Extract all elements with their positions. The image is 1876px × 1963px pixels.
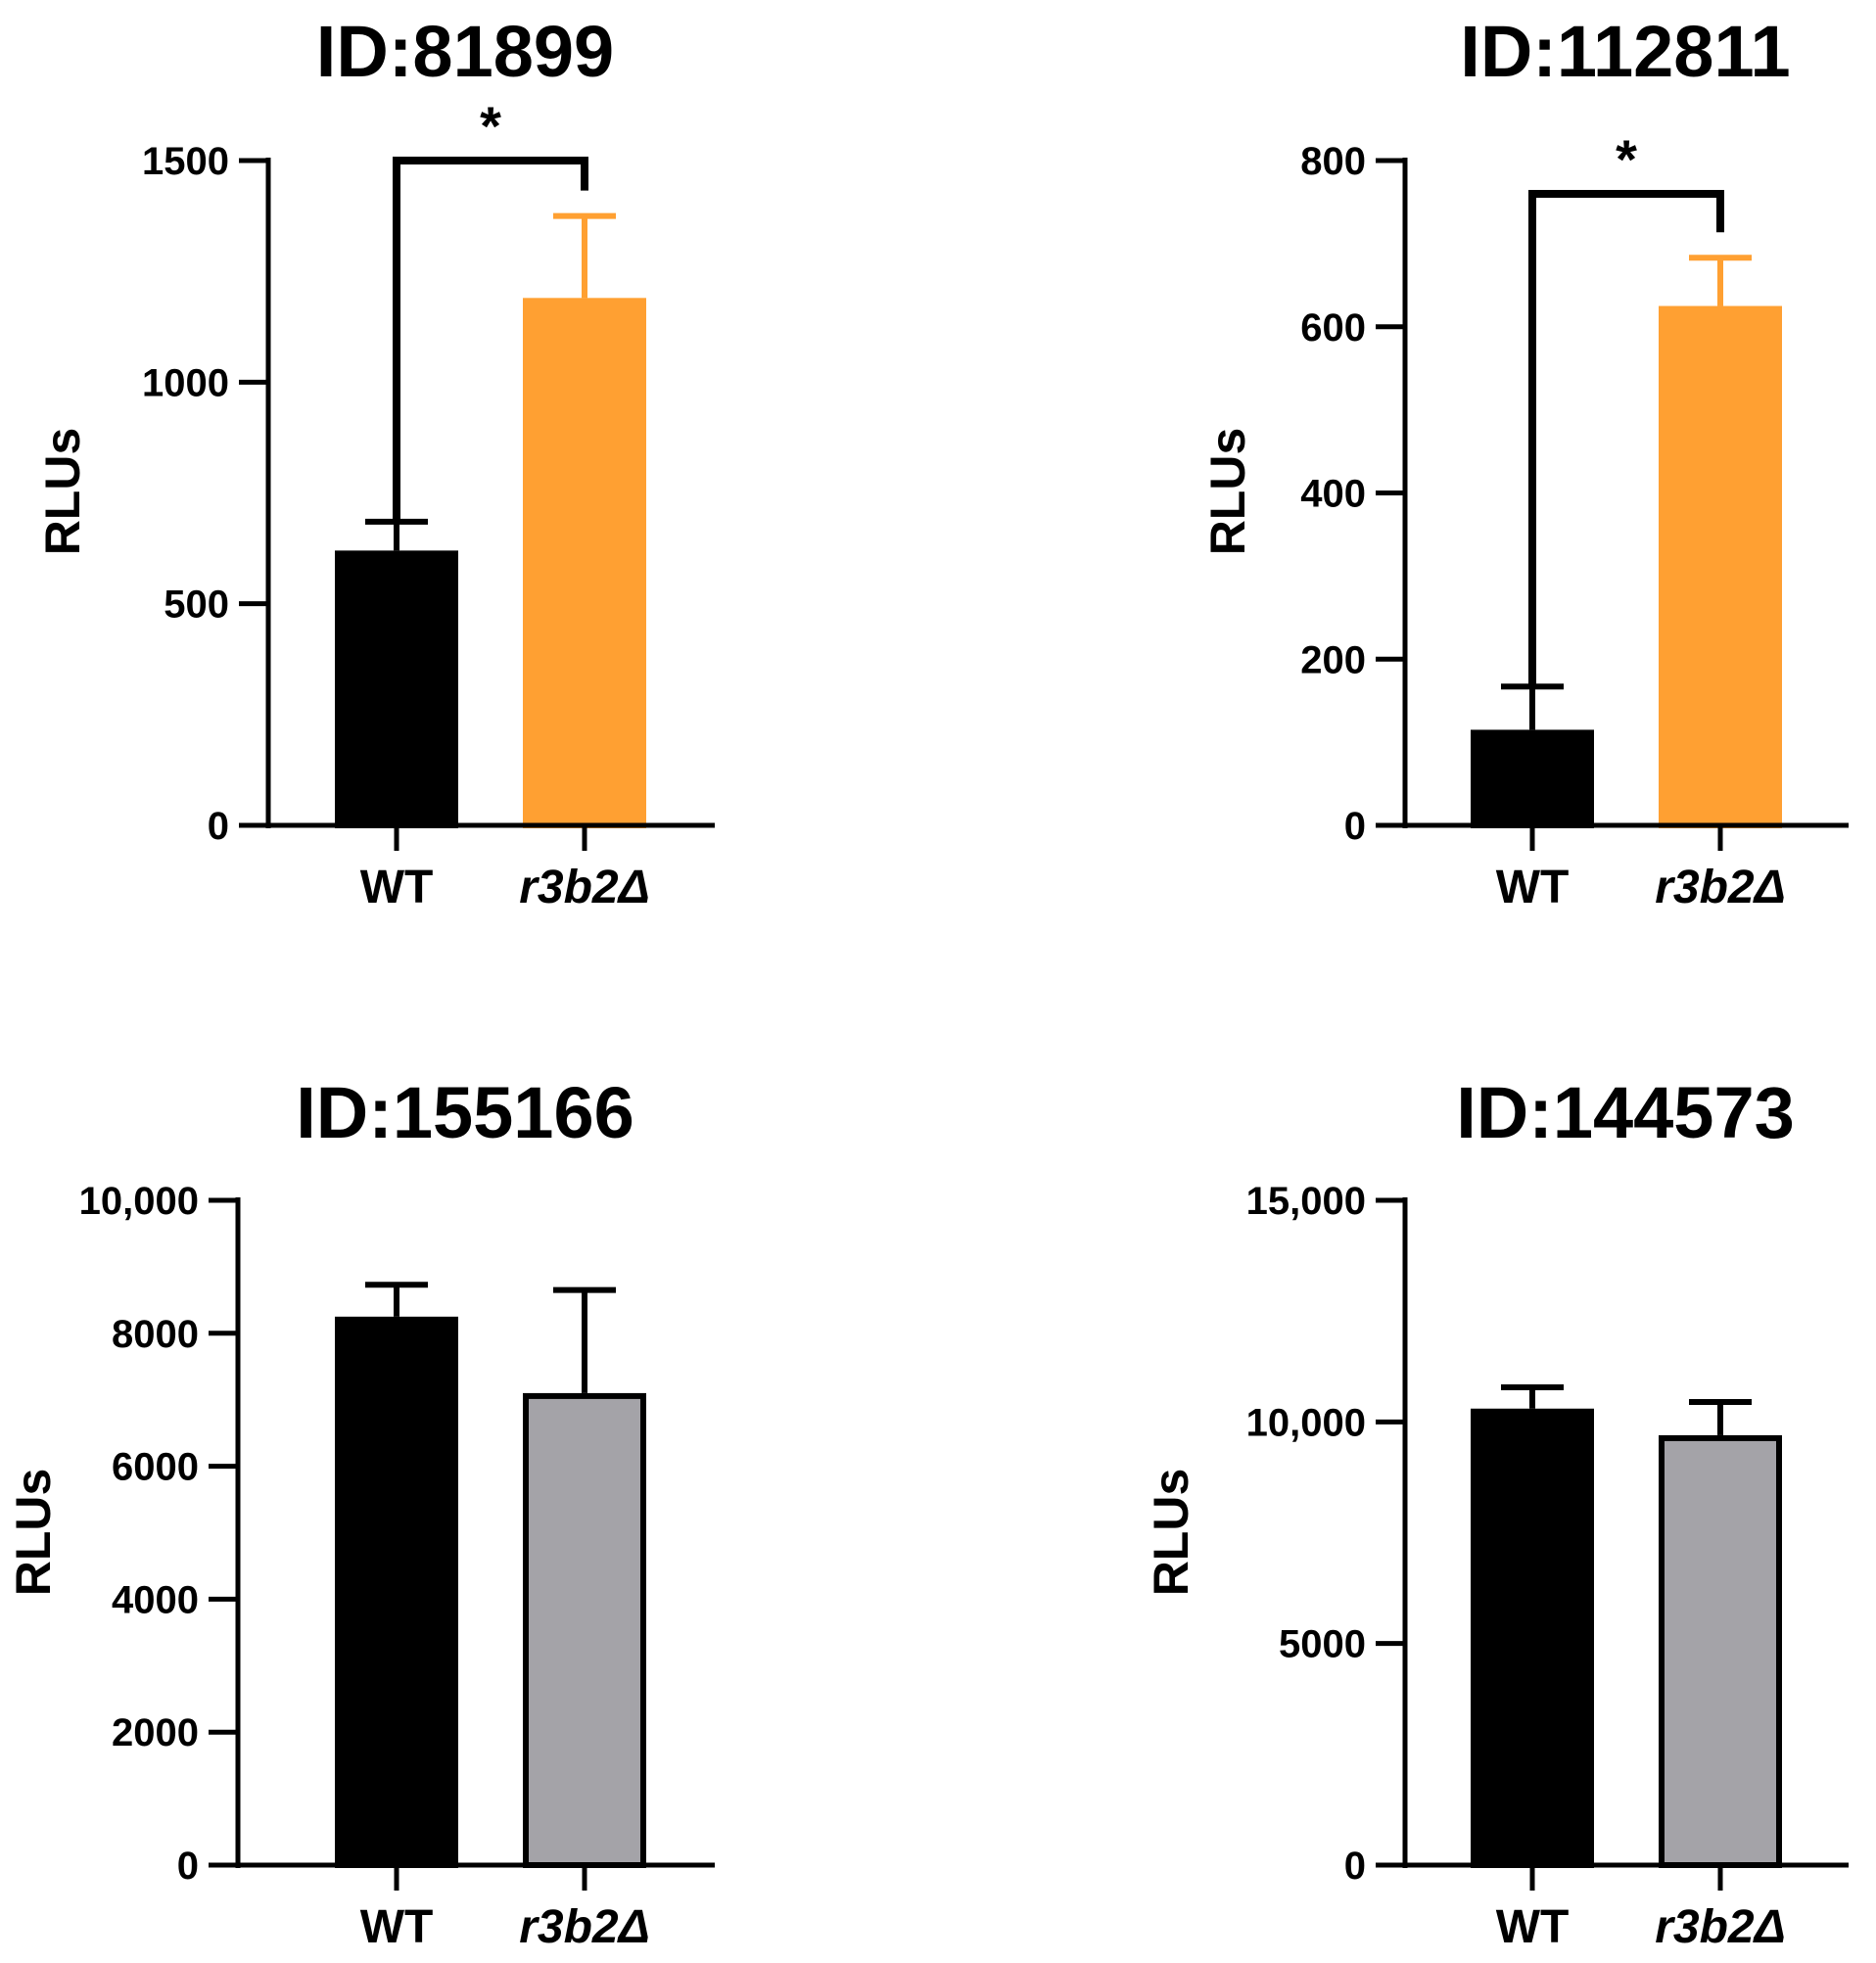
chart4-ylabel: RLUs <box>1144 1469 1198 1597</box>
chart1-bar-r3b2 <box>523 298 646 828</box>
chart3-panel: ID:155166 RLUs 0 2000 4000 6000 8000 10,000 WT r3… <box>6 1072 715 1953</box>
chart1-significance-bracket <box>393 157 588 520</box>
chart2-ylabel: RLUs <box>1200 428 1255 556</box>
chart2-ytick-label-1: 200 <box>1300 638 1366 681</box>
chart1-category-label-r3b2: r3b2Δ <box>519 862 650 913</box>
chart3-errorbar-r3b2 <box>553 1286 616 1393</box>
chart1-category-label-wt: WT <box>360 862 434 913</box>
chart1-ylabel: RLUs <box>35 428 90 556</box>
chart4-ytick-label-2: 10,000 <box>1246 1401 1366 1444</box>
chart3-ytick-label-1: 2000 <box>112 1711 199 1754</box>
chart3-bar-r3b2 <box>523 1392 646 1869</box>
chart3-ytick-label-4: 8000 <box>112 1313 199 1356</box>
chart4-title: ID:144573 <box>1456 1072 1795 1153</box>
chart2-errorbar-r3b2 <box>1689 255 1752 306</box>
chart1-errorbar-r3b2 <box>553 212 616 299</box>
chart2-panel: ID:112811 RLUs * 0 200 400 600 800 WT r3b2Δ <box>1200 11 1849 913</box>
chart3-title: ID:155166 <box>296 1072 634 1153</box>
chart2-bar-r3b2 <box>1659 305 1782 828</box>
chart4-panel: ID:144573 RLUs 0 5000 10,000 15,000 WT r3b2Δ <box>1144 1072 1849 1953</box>
chart2-category-label-wt: WT <box>1496 862 1570 913</box>
chart1-significance-label: * <box>480 95 501 157</box>
chart2-significance-label: * <box>1616 128 1637 190</box>
chart1-errorbar-wt <box>365 518 428 551</box>
chart3-bar-wt <box>335 1316 458 1868</box>
chart3-category-label-wt: WT <box>360 1901 434 1953</box>
chart1-title: ID:81899 <box>316 11 614 92</box>
chart3-ylabel: RLUs <box>6 1469 61 1597</box>
chart3-ytick-label-3: 6000 <box>112 1446 199 1489</box>
chart2-category-label-r3b2: r3b2Δ <box>1655 862 1786 913</box>
chart3-ytick-label-0: 0 <box>177 1845 199 1888</box>
chart3-category-label-r3b2: r3b2Δ <box>519 1901 650 1953</box>
chart3-ytick-label-5: 10,000 <box>79 1180 199 1223</box>
chart4-errorbar-wt <box>1501 1384 1564 1409</box>
chart2-ytick-label-2: 400 <box>1300 473 1366 516</box>
chart1-ytick-label-0: 0 <box>208 805 229 848</box>
chart1-ytick-label-2: 1000 <box>142 361 229 404</box>
chart4-category-label-wt: WT <box>1496 1901 1570 1953</box>
chart2-errorbar-wt <box>1501 683 1564 730</box>
chart1-ytick-label-3: 1500 <box>142 140 229 183</box>
chart2-ytick-label-4: 800 <box>1300 140 1366 183</box>
chart4-errorbar-r3b2 <box>1689 1398 1752 1435</box>
chart4-ytick-label-1: 5000 <box>1279 1623 1366 1666</box>
chart2-ytick-label-3: 600 <box>1300 306 1366 350</box>
chart4-ytick-label-3: 15,000 <box>1246 1180 1366 1223</box>
chart2-significance-bracket <box>1528 189 1724 685</box>
chart3-ytick-label-2: 4000 <box>112 1578 199 1621</box>
chart2-title: ID:112811 <box>1460 11 1790 92</box>
chart1-bar-wt <box>335 550 458 828</box>
chart4-category-label-r3b2: r3b2Δ <box>1655 1901 1786 1953</box>
chart1-panel: ID:81899 RLUs * 0 500 1000 1500 WT r3b2Δ <box>35 11 715 913</box>
chart4-ytick-label-0: 0 <box>1344 1845 1366 1888</box>
chart3-errorbar-wt <box>365 1282 428 1317</box>
chart2-bar-wt <box>1471 729 1594 828</box>
chart4-bar-wt <box>1471 1408 1594 1868</box>
chart2-ytick-label-0: 0 <box>1344 805 1366 848</box>
chart4-bar-r3b2 <box>1659 1434 1782 1868</box>
chart1-ytick-label-1: 500 <box>164 584 229 627</box>
